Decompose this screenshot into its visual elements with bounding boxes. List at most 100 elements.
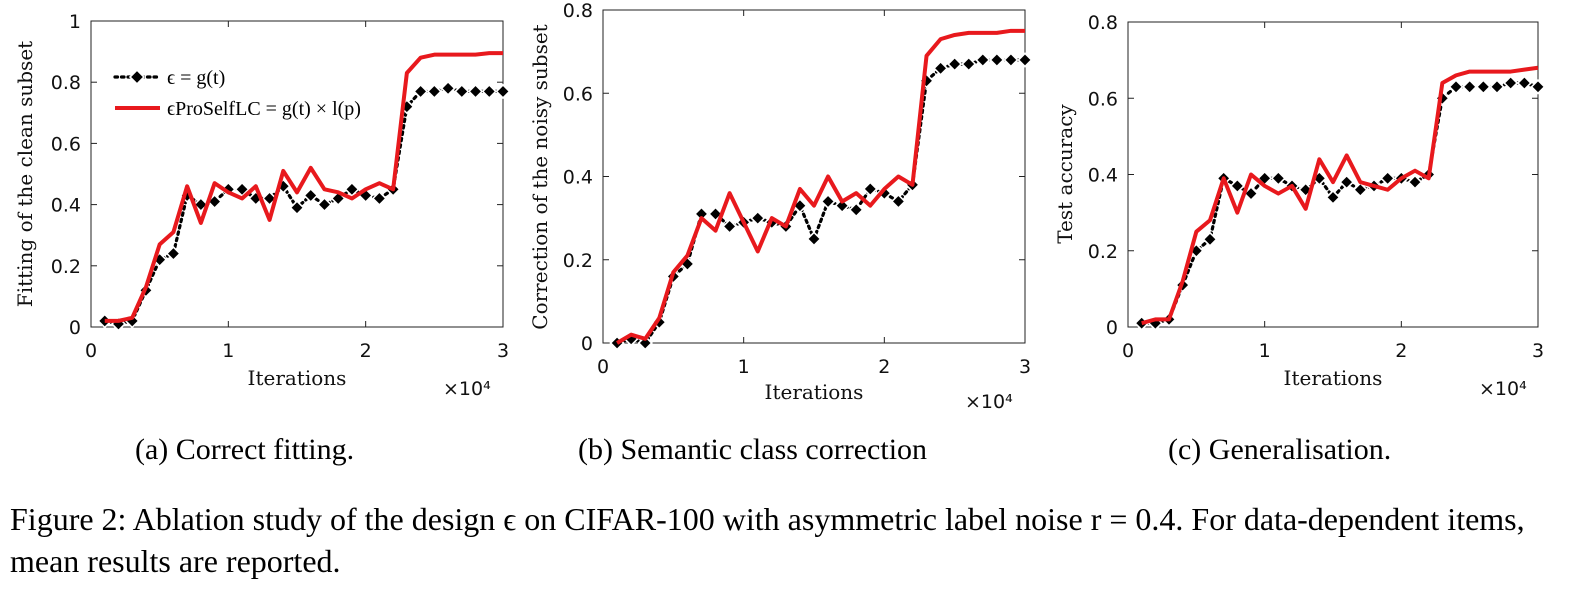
data-point-g-t	[1352, 182, 1368, 198]
x-tick-label: 2	[360, 340, 372, 362]
y-axis-label: Correction of the noisy subset	[528, 24, 552, 329]
data-point-g-t	[1339, 174, 1355, 190]
subcaption-c: (c) Generalisation.	[1168, 433, 1392, 466]
data-point-g-t	[481, 83, 497, 100]
legend-label-proselflc: ϵProSelfLC = g(t) × l(p)	[167, 98, 361, 120]
data-point-g-t	[1489, 79, 1505, 95]
y-axis-label: Test accuracy	[1053, 104, 1077, 244]
legend: ϵ = g(t) ϵProSelfLC = g(t) × l(p)	[113, 67, 361, 120]
series-line-proselflc	[1141, 65, 1539, 326]
chart-panel-1: 0 0.2 0.4 0.6 0.8 0 1 2 3 Iterations Correction of…	[528, 0, 1033, 413]
data-point-g-t	[165, 245, 182, 262]
series-line-g-t	[103, 86, 505, 326]
chart-panel-0: 0 0.2 0.4 0.6 0.8 1 0 1 2 3 Iterations Fitting of t…	[13, 11, 511, 400]
x-tick-label: 0	[597, 356, 609, 378]
data-point-g-t	[1003, 52, 1019, 68]
data-point-g-t	[412, 83, 429, 100]
data-point-g-t	[495, 83, 511, 100]
data-point-g-t	[1380, 170, 1396, 186]
data-point-g-t	[989, 52, 1005, 68]
y-tick-label: 0.4	[563, 167, 593, 189]
y-tick-label: 0.8	[563, 0, 593, 22]
x-tick-label: 2	[878, 356, 890, 378]
y-tick-label: 0.6	[1088, 88, 1118, 110]
x-tick-label: 2	[1395, 340, 1407, 362]
y-tick-label: 0.6	[51, 133, 81, 155]
y-tick-label: 0.8	[51, 72, 81, 94]
y-tick-label: 0	[69, 317, 81, 339]
data-point-g-t	[961, 56, 977, 72]
subcaption-b: (b) Semantic class correction	[578, 433, 928, 466]
subcaption-a: (a) Correct fitting.	[135, 433, 355, 466]
data-point-g-t	[890, 193, 907, 210]
data-point-g-t	[344, 181, 360, 197]
data-point-g-t	[862, 181, 878, 197]
legend-label-g-t: ϵ = g(t)	[167, 67, 225, 89]
data-point-g-t	[947, 56, 963, 72]
data-point-g-t	[820, 193, 836, 210]
data-point-g-t	[806, 231, 822, 247]
x-axis-label: Iterations	[248, 366, 347, 390]
data-point-g-t	[932, 60, 949, 76]
data-point-g-t	[651, 314, 667, 330]
data-point-g-t	[316, 196, 333, 213]
data-point-g-t	[1475, 79, 1491, 95]
data-point-g-t	[303, 187, 319, 204]
x-tick-label: 3	[1019, 356, 1031, 378]
data-point-g-t	[1516, 75, 1532, 91]
y-tick-label: 0	[1106, 317, 1118, 339]
x-multiplier-label: ×10⁴	[1479, 378, 1527, 400]
legend-marker-g-t	[128, 68, 146, 86]
data-point-g-t	[1407, 174, 1423, 190]
series-line-proselflc	[104, 51, 503, 323]
data-point-g-t	[834, 198, 850, 214]
x-tick-label: 1	[1259, 340, 1271, 362]
series-line-g-t	[1140, 81, 1540, 325]
data-point-g-t	[1270, 170, 1286, 186]
y-tick-label: 0.4	[51, 195, 81, 217]
y-tick-label: 0.2	[563, 250, 593, 272]
data-point-g-t	[1448, 79, 1464, 95]
data-point-g-t	[289, 200, 305, 216]
y-tick-label: 0.4	[1088, 165, 1118, 187]
y-tick-label: 0.8	[1088, 12, 1118, 34]
y-tick-label: 0.2	[51, 256, 81, 278]
x-multiplier-label: ×10⁴	[965, 391, 1013, 413]
data-point-g-t	[97, 313, 113, 329]
y-tick-label: 0.2	[1088, 241, 1118, 263]
series-line-proselflc	[616, 28, 1025, 345]
x-axis-label: Iterations	[765, 380, 864, 404]
data-point-g-t	[1017, 52, 1033, 68]
data-point-g-t	[848, 202, 864, 218]
x-tick-label: 1	[738, 356, 750, 378]
chart-panel-2: 0 0.2 0.4 0.6 0.8 0 1 2 3 Iterations Test accuracy…	[1053, 12, 1546, 400]
data-point-g-t	[975, 52, 991, 68]
x-tick-label: 0	[1122, 340, 1134, 362]
data-point-g-t	[1530, 79, 1546, 95]
y-axis-label: Fitting of the clean subset	[13, 41, 37, 307]
data-point-g-t	[1503, 75, 1519, 91]
data-point-g-t	[1325, 189, 1341, 206]
x-tick-label: 0	[85, 340, 97, 362]
x-axis-label: Iterations	[1284, 366, 1383, 390]
data-point-g-t	[750, 210, 766, 226]
data-point-g-t	[454, 83, 470, 100]
axes-frame	[90, 20, 504, 328]
data-point-g-t	[440, 80, 456, 96]
x-tick-label: 3	[497, 340, 509, 362]
data-point-g-t	[1229, 178, 1245, 194]
x-multiplier-label: ×10⁴	[443, 378, 491, 400]
x-tick-label: 1	[222, 340, 234, 362]
data-point-g-t	[1202, 231, 1218, 247]
figure-caption: Figure 2: Ablation study of the design ϵ…	[10, 501, 1525, 579]
data-point-g-t	[1434, 90, 1450, 106]
figure-panels: 0 0.2 0.4 0.6 0.8 1 0 1 2 3 Iterations Fitting of t…	[13, 0, 1546, 413]
y-tick-label: 0	[581, 333, 593, 355]
y-tick-label: 0.6	[563, 83, 593, 105]
data-point-g-t	[1462, 79, 1478, 95]
data-point-g-t	[426, 83, 442, 100]
data-point-g-t	[193, 196, 209, 213]
axes-frame	[1127, 21, 1539, 328]
data-point-g-t	[234, 181, 250, 197]
y-tick-label: 1	[69, 11, 81, 33]
